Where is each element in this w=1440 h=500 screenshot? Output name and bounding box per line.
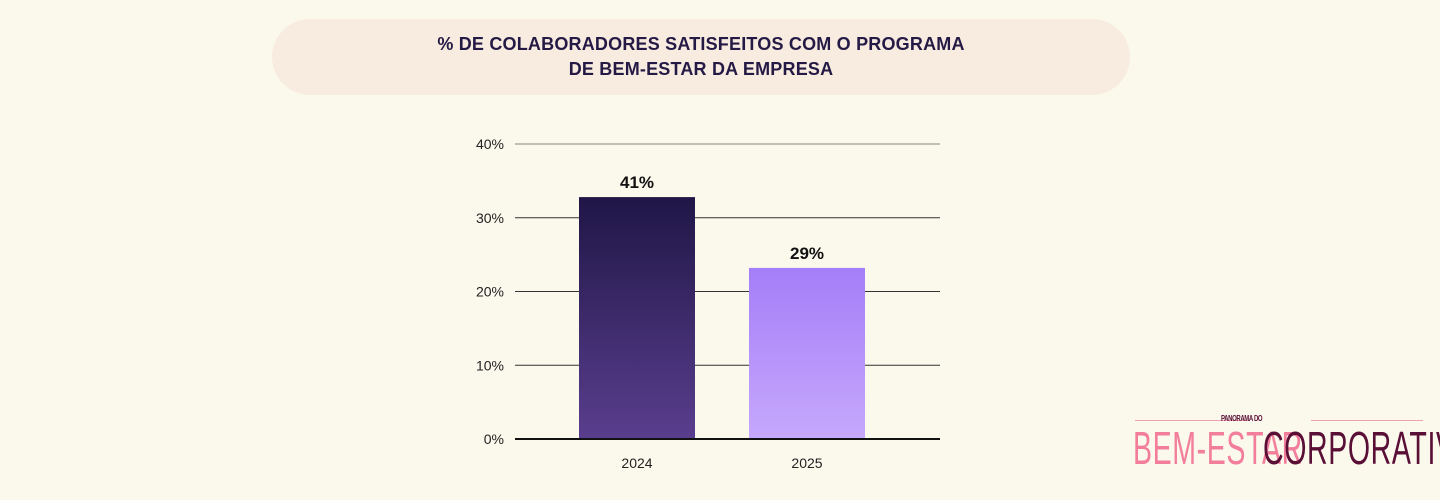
- logo-top-text: PANORAMA DO: [1221, 414, 1263, 423]
- data-label: 29%: [790, 244, 824, 263]
- title-line-1: % DE COLABORADORES SATISFEITOS COM O PRO…: [437, 34, 965, 54]
- bar-2025: [749, 267, 865, 439]
- data-label: 41%: [620, 173, 654, 192]
- bar-2024: [579, 197, 695, 439]
- logo-left-text: BEM-ESTAR: [1133, 422, 1303, 474]
- x-tick-label: 2025: [791, 455, 822, 471]
- logo: PANORAMA DO BEM-ESTAR CORPORATIVO: [1133, 414, 1440, 474]
- x-tick-label: 2024: [621, 455, 652, 471]
- y-tick-label: 0%: [484, 431, 504, 447]
- y-tick-label: 40%: [476, 136, 504, 152]
- y-tick-label: 30%: [476, 210, 504, 226]
- y-tick-label: 20%: [476, 284, 504, 300]
- y-tick-label: 10%: [476, 357, 504, 373]
- chart-title: % DE COLABORADORES SATISFEITOS COM O PRO…: [272, 19, 1130, 95]
- title-line-2: DE BEM-ESTAR DA EMPRESA: [568, 59, 834, 79]
- logo-right-text: CORPORATIVO: [1263, 422, 1440, 474]
